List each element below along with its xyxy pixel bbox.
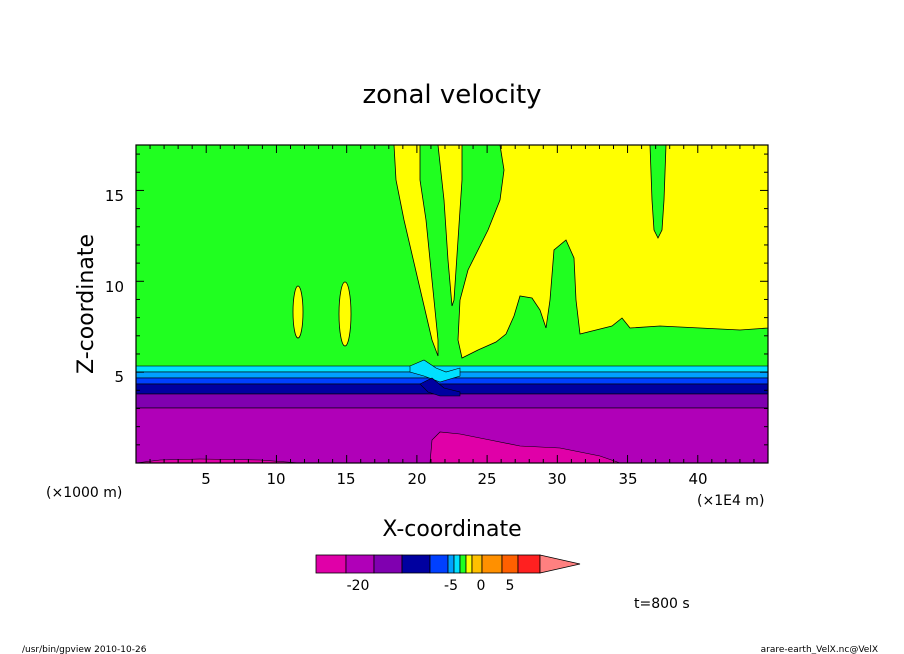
colorbar-tick-label: -5 bbox=[444, 578, 458, 594]
footer-right: arare-earth_VelX.nc@VelX bbox=[761, 645, 878, 654]
x-axis-label: X-coordinate bbox=[382, 517, 521, 542]
colorbar-tick-label: 5 bbox=[506, 578, 515, 594]
x-tick-label: 30 bbox=[547, 470, 566, 488]
layer-disturbance-dark bbox=[419, 377, 461, 397]
colorbar-ticks: -20 -5 0 5 bbox=[347, 578, 515, 594]
colorbar-swatch bbox=[345, 554, 375, 574]
x-tick-label: 20 bbox=[407, 470, 426, 488]
colorbar-swatch bbox=[471, 554, 483, 574]
field-yellow-main bbox=[457, 144, 769, 359]
y-tick-label: 10 bbox=[105, 278, 124, 296]
y-tick-labels: 5 10 15 bbox=[105, 187, 124, 386]
field-magenta-low bbox=[429, 431, 621, 464]
colorbar-tick-label: -20 bbox=[347, 578, 370, 594]
plot-frame bbox=[135, 144, 769, 464]
colorbar bbox=[315, 554, 581, 574]
colorbar-swatch bbox=[373, 554, 403, 574]
y-tick-label: 15 bbox=[105, 187, 124, 205]
colorbar-swatch bbox=[459, 554, 467, 574]
field-yellow-inner bbox=[437, 144, 463, 307]
x-tick-label: 5 bbox=[201, 470, 211, 488]
colorbar-swatch bbox=[315, 554, 347, 574]
colorbar-swatch bbox=[501, 554, 519, 574]
field-green-tongue bbox=[649, 144, 667, 239]
field-yellow-blob-1 bbox=[292, 285, 304, 339]
colorbar-swatch bbox=[517, 554, 541, 574]
x-tick-label: 25 bbox=[477, 470, 496, 488]
footer-left: /usr/bin/gpview 2010-10-26 bbox=[22, 645, 147, 654]
x-tick-label: 10 bbox=[266, 470, 285, 488]
colorbar-swatch bbox=[429, 554, 449, 574]
colorbar-tick-label: 0 bbox=[477, 578, 486, 594]
colorbar-swatch bbox=[453, 554, 461, 574]
y-tick-marks bbox=[136, 153, 768, 446]
layer-4 bbox=[135, 377, 769, 385]
chart-title: zonal velocity bbox=[362, 80, 541, 110]
time-annotation: t=800 s bbox=[634, 596, 690, 612]
x-tick-label: 15 bbox=[336, 470, 355, 488]
colorbar-swatch bbox=[465, 554, 473, 574]
x-unit-left: (×1000 m) bbox=[46, 485, 122, 501]
colorbar-swatch bbox=[447, 554, 455, 574]
y-tick-label: 5 bbox=[114, 368, 124, 386]
x-unit-right: (×1E4 m) bbox=[697, 493, 764, 509]
layer-disturbance bbox=[409, 359, 461, 383]
x-tick-label: 40 bbox=[688, 470, 707, 488]
x-tick-label: 35 bbox=[618, 470, 637, 488]
x-tick-labels: 5 10 15 20 25 30 35 40 bbox=[201, 470, 707, 488]
plot-area bbox=[135, 144, 769, 464]
colorbar-arrow bbox=[539, 554, 581, 574]
x-tick-marks bbox=[149, 145, 755, 463]
colorbar-swatch bbox=[401, 554, 431, 574]
field-yellow-plume bbox=[393, 144, 439, 357]
y-axis-label: Z-coordinate bbox=[74, 234, 99, 374]
colorbar-swatch bbox=[481, 554, 503, 574]
field-yellow-blob-2 bbox=[338, 281, 352, 347]
